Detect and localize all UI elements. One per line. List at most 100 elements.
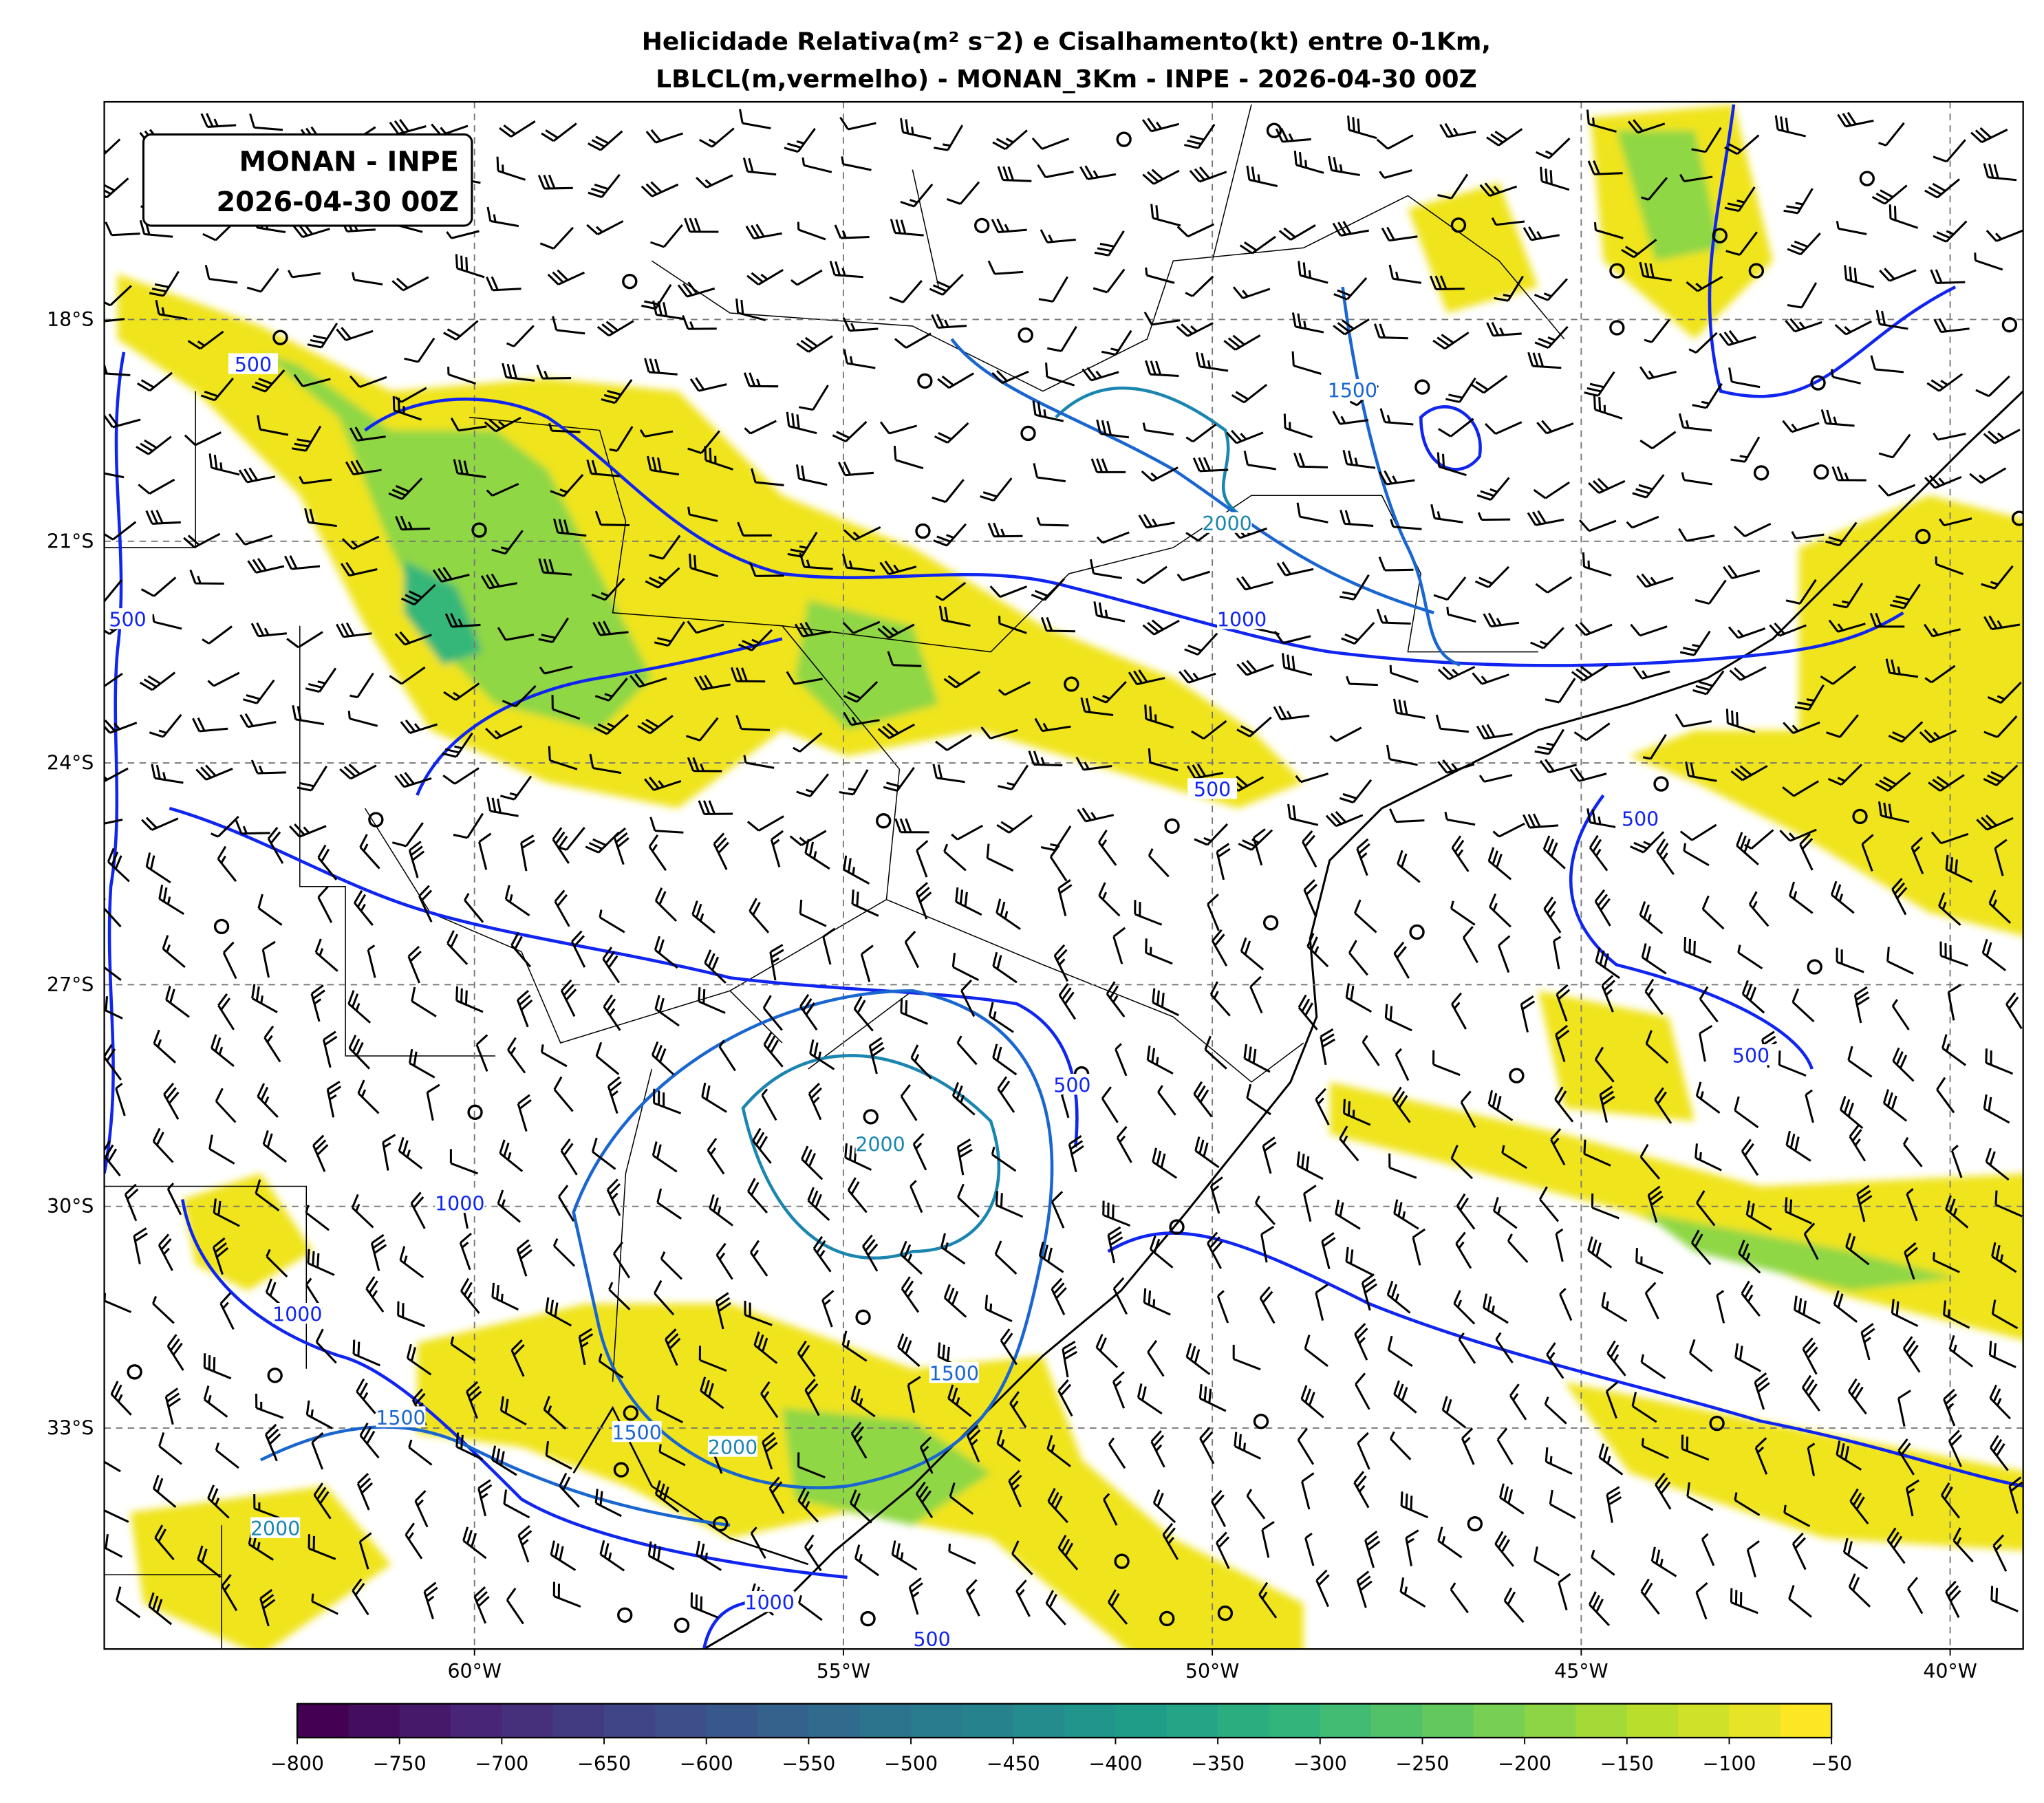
wind-barb [900, 1083, 918, 1121]
wind-barb [1300, 1385, 1324, 1418]
wind-barb [459, 1232, 472, 1271]
colorbar: −800 −750 −700 −650 −600 −550 −500 −450 −400 −350… [270, 1703, 1852, 1775]
wind-barb [1911, 836, 1924, 874]
wind-barb [1939, 941, 1968, 967]
wind-barb [1103, 1493, 1118, 1526]
wind-barb [1236, 716, 1272, 737]
wind-barb [1734, 1343, 1761, 1372]
wind-barb [1090, 458, 1126, 473]
lat-tick-label: 30°S [47, 1195, 94, 1218]
wind-barb [1487, 1090, 1514, 1121]
wind-barb [989, 585, 1028, 598]
wind-barb [1741, 980, 1765, 1014]
colorbar-tick-label: −650 [577, 1752, 631, 1775]
contour-label: 1500 [376, 1407, 425, 1429]
wind-barb [104, 138, 121, 155]
wind-barb [1390, 519, 1422, 530]
wind-barb [247, 557, 285, 574]
wind-barb [407, 945, 422, 984]
wind-barb [637, 715, 674, 735]
colorbar-tick-label: −700 [475, 1752, 528, 1775]
wind-barb [552, 316, 585, 335]
wind-barb [1871, 184, 1908, 205]
wind-barb [305, 1205, 330, 1231]
colorbar-bin [1218, 1703, 1270, 1738]
wind-barb [455, 254, 485, 279]
calm-circle [1414, 379, 1430, 395]
wind-barb [1437, 666, 1476, 680]
wind-barb [1583, 1139, 1611, 1167]
wind-barb [1273, 630, 1311, 645]
wind-barb [1254, 1196, 1276, 1226]
wind-barb [1633, 666, 1670, 680]
wind-barb [879, 421, 917, 435]
wind-barb [786, 671, 823, 685]
wind-barb [1882, 1089, 1908, 1122]
wind-barb [1595, 947, 1620, 979]
wind-barb [797, 222, 826, 241]
wind-barb [317, 885, 333, 923]
wind-barb [796, 773, 830, 798]
calm-circle [1609, 263, 1625, 279]
wind-barb [152, 1127, 174, 1163]
wind-barb [799, 993, 818, 1031]
wind-barb [1783, 188, 1814, 215]
wind-barb [1356, 1570, 1373, 1608]
wind-barb [890, 218, 924, 237]
wind-barb [735, 298, 766, 321]
calm-circle [973, 217, 990, 234]
wind-barb [1315, 1569, 1330, 1608]
wind-barb [259, 1588, 276, 1627]
wind-barb [499, 120, 536, 138]
wind-barb [1198, 1383, 1227, 1412]
wind-barb [877, 723, 915, 739]
wind-barb [996, 898, 1021, 930]
wind-barb [1176, 322, 1214, 337]
wind-barb [1032, 400, 1064, 422]
wind-barb [204, 264, 238, 284]
wind-barb [589, 753, 622, 775]
wind-barb [200, 113, 237, 128]
wind-barb [1038, 276, 1068, 303]
wind-barb [104, 318, 125, 323]
wind-barb [1386, 1280, 1411, 1314]
wind-barb [491, 530, 524, 555]
wind-barb [189, 569, 224, 585]
wind-barb [1640, 1578, 1660, 1615]
contour-label: 500 [1053, 1074, 1090, 1097]
colorbar-bin [1269, 1703, 1321, 1738]
wind-barb [1593, 222, 1624, 239]
wind-barb [1636, 573, 1674, 588]
wind-barb [141, 817, 179, 831]
wind-barb [1209, 981, 1231, 1017]
wind-barb [550, 473, 584, 497]
wind-barb [689, 377, 727, 392]
wind-barb [1461, 1427, 1475, 1465]
wind-barb [644, 358, 678, 376]
wind-barb [1184, 632, 1218, 656]
wind-barb [793, 732, 823, 753]
wind-barb [520, 834, 535, 872]
wind-barb [286, 631, 323, 649]
wind-barb [1101, 330, 1132, 356]
wind-barb [1216, 1531, 1230, 1569]
wind-barb [1935, 556, 1964, 575]
wind-barb [1639, 1143, 1661, 1180]
wind-barb [991, 369, 1029, 385]
wind-barb [1734, 1492, 1761, 1516]
wind-barb [1179, 669, 1216, 684]
wind-barb [504, 885, 530, 917]
wind-barb [297, 766, 327, 792]
wind-barb [1645, 1030, 1669, 1064]
contour-label: 2000 [708, 1436, 757, 1459]
wind-barb [763, 1031, 784, 1068]
wind-barb [1885, 658, 1919, 678]
wind-barb [1848, 1573, 1871, 1608]
wind-barb [987, 522, 1023, 538]
wind-barb [943, 1284, 967, 1318]
wind-barb [1298, 261, 1328, 284]
wind-barb [1142, 422, 1174, 436]
wind-barb [215, 1088, 237, 1123]
wind-barb [1782, 780, 1819, 797]
wind-barb [937, 372, 974, 389]
